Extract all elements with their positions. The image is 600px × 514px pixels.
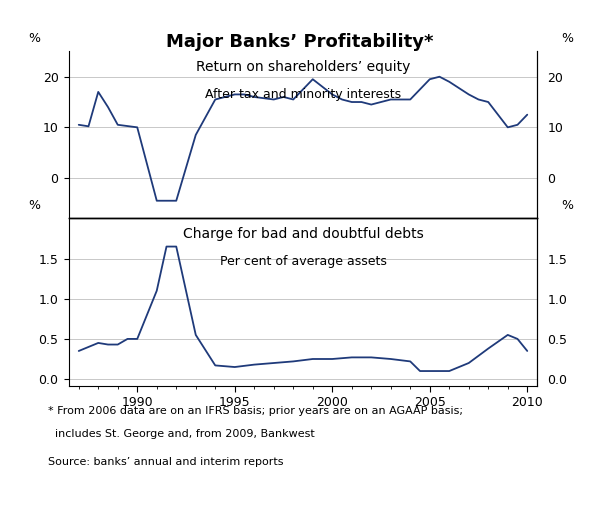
Text: includes St. George and, from 2009, Bankwest: includes St. George and, from 2009, Bank… xyxy=(48,429,315,439)
Text: After tax and minority interests: After tax and minority interests xyxy=(205,88,401,101)
Text: Source: banks’ annual and interim reports: Source: banks’ annual and interim report… xyxy=(48,457,284,467)
Text: Per cent of average assets: Per cent of average assets xyxy=(220,255,386,268)
Text: Return on shareholders’ equity: Return on shareholders’ equity xyxy=(196,60,410,74)
Text: Charge for bad and doubtful debts: Charge for bad and doubtful debts xyxy=(182,227,424,241)
Text: %: % xyxy=(562,32,574,45)
Text: Major Banks’ Profitability*: Major Banks’ Profitability* xyxy=(166,33,434,51)
Text: %: % xyxy=(562,199,574,212)
Text: * From 2006 data are on an IFRS basis; prior years are on an AGAAP basis;: * From 2006 data are on an IFRS basis; p… xyxy=(48,406,463,416)
Text: %: % xyxy=(28,199,40,212)
Text: %: % xyxy=(28,32,40,45)
